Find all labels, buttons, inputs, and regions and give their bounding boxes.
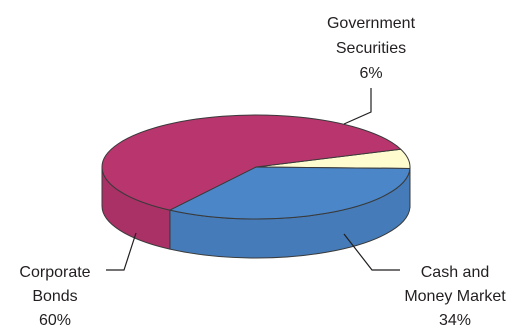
leader-line-corporate-bonds	[106, 232, 137, 271]
label-line-1: Government	[327, 15, 416, 32]
slice-label-cash-money-market: Cash and Money Market 34%	[404, 264, 506, 329]
slice-label-government-securities: Government Securities 6%	[327, 15, 416, 82]
leader-line-cash-money-market	[343, 233, 400, 271]
leader-line-government-securities	[343, 88, 372, 125]
label-value: 60%	[39, 312, 71, 329]
label-value: 34%	[439, 312, 471, 329]
pie-slice-cash-and-money-market	[169, 166, 411, 220]
label-line-2: Money Market	[404, 288, 506, 305]
pie-slice-corporate-bonds	[101, 114, 402, 211]
label-value: 6%	[359, 65, 382, 82]
label-line-2: Bonds	[32, 288, 77, 305]
label-line-1: Corporate	[19, 264, 90, 281]
label-line-1: Cash and	[421, 264, 490, 281]
label-line-2: Securities	[336, 40, 406, 57]
slice-label-corporate-bonds: Corporate Bonds 60%	[19, 264, 90, 329]
leader-lines	[106, 88, 400, 271]
pie-tops	[101, 114, 411, 220]
